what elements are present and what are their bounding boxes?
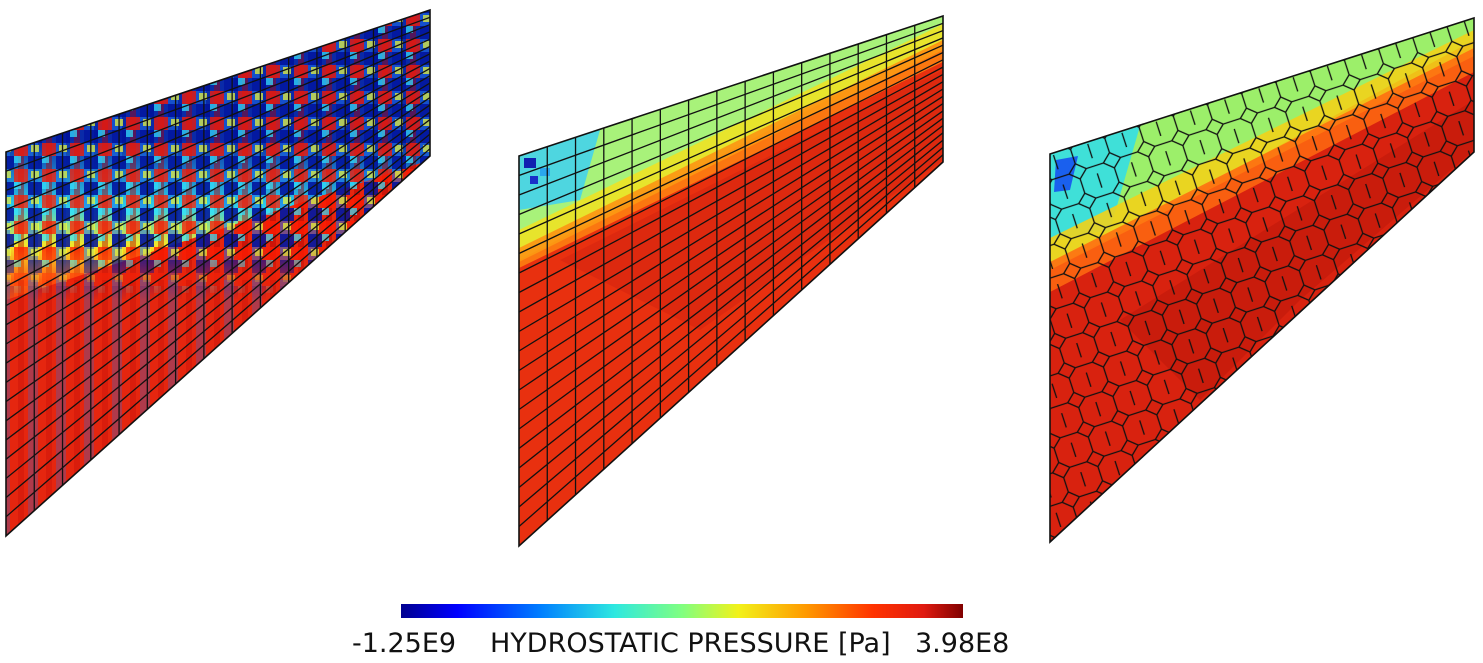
- colorbar-title: HYDROSTATIC PRESSURE [Pa]: [490, 628, 891, 659]
- mesh-line: [6, 67, 430, 307]
- mesh-line: [519, 22, 943, 177]
- mesh-line: [6, 60, 430, 287]
- mesh-line: [519, 103, 943, 391]
- mesh-line: [519, 110, 943, 411]
- mesh-line: [519, 29, 943, 196]
- mesh-line: [519, 139, 943, 489]
- mesh-line: [6, 118, 430, 441]
- mesh-line: [519, 66, 943, 294]
- mesh-line: [519, 154, 943, 527]
- mesh-line: [519, 59, 943, 274]
- mesh-line: [6, 31, 430, 211]
- mesh-line: [519, 117, 943, 430]
- mesh-line: [519, 146, 943, 508]
- mesh-line: [519, 95, 943, 372]
- mesh-line: [6, 82, 430, 345]
- mesh-line: [6, 89, 430, 364]
- mesh-line: [6, 111, 430, 422]
- mesh-line: [6, 45, 430, 249]
- panel-3-polygonal-smooth: [1049, 16, 1475, 544]
- mesh-line: [6, 38, 430, 230]
- mesh-line: [519, 88, 943, 352]
- colorbar: [401, 604, 963, 618]
- colorbar-max-label: 3.98E8: [915, 628, 1010, 659]
- mesh-line: [6, 133, 430, 479]
- mesh-line: [519, 124, 943, 450]
- mesh-line: [519, 81, 943, 333]
- mesh-line: [519, 73, 943, 313]
- mesh-line: [519, 37, 943, 216]
- mesh-line: [6, 16, 430, 172]
- colorbar-min-label: -1.25E9: [352, 628, 457, 659]
- panel-2-structured-smooth: [518, 14, 944, 548]
- mesh-line: [6, 53, 430, 268]
- mesh-line: [6, 104, 430, 403]
- mesh-line: [6, 148, 430, 518]
- mesh-line: [6, 97, 430, 383]
- mesh-line: [519, 51, 943, 255]
- mesh-line: [6, 23, 430, 192]
- mesh-line: [519, 132, 943, 469]
- mesh-line: [6, 75, 430, 326]
- mesh-line: [519, 44, 943, 235]
- mesh-line: [6, 140, 430, 499]
- panel-1-structured-checkerboard: [5, 8, 431, 538]
- mesh-line: [6, 126, 430, 460]
